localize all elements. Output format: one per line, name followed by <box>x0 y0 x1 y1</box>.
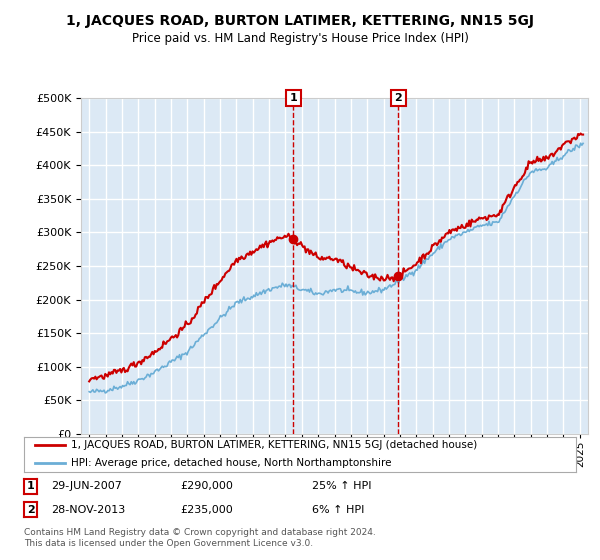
Text: 1: 1 <box>290 93 298 103</box>
Text: 29-JUN-2007: 29-JUN-2007 <box>51 482 122 491</box>
Text: HPI: Average price, detached house, North Northamptonshire: HPI: Average price, detached house, Nort… <box>71 458 391 468</box>
Text: 1, JACQUES ROAD, BURTON LATIMER, KETTERING, NN15 5GJ: 1, JACQUES ROAD, BURTON LATIMER, KETTERI… <box>66 14 534 28</box>
Text: 1, JACQUES ROAD, BURTON LATIMER, KETTERING, NN15 5GJ (detached house): 1, JACQUES ROAD, BURTON LATIMER, KETTERI… <box>71 441 477 450</box>
Text: 28-NOV-2013: 28-NOV-2013 <box>51 505 125 515</box>
Text: 1: 1 <box>27 482 34 491</box>
Text: Contains HM Land Registry data © Crown copyright and database right 2024.
This d: Contains HM Land Registry data © Crown c… <box>24 528 376 548</box>
Text: £290,000: £290,000 <box>180 482 233 491</box>
Text: £235,000: £235,000 <box>180 505 233 515</box>
Text: 25% ↑ HPI: 25% ↑ HPI <box>312 482 371 491</box>
Text: Price paid vs. HM Land Registry's House Price Index (HPI): Price paid vs. HM Land Registry's House … <box>131 32 469 45</box>
Text: 2: 2 <box>27 505 34 515</box>
Text: 2: 2 <box>395 93 403 103</box>
Text: 6% ↑ HPI: 6% ↑ HPI <box>312 505 364 515</box>
